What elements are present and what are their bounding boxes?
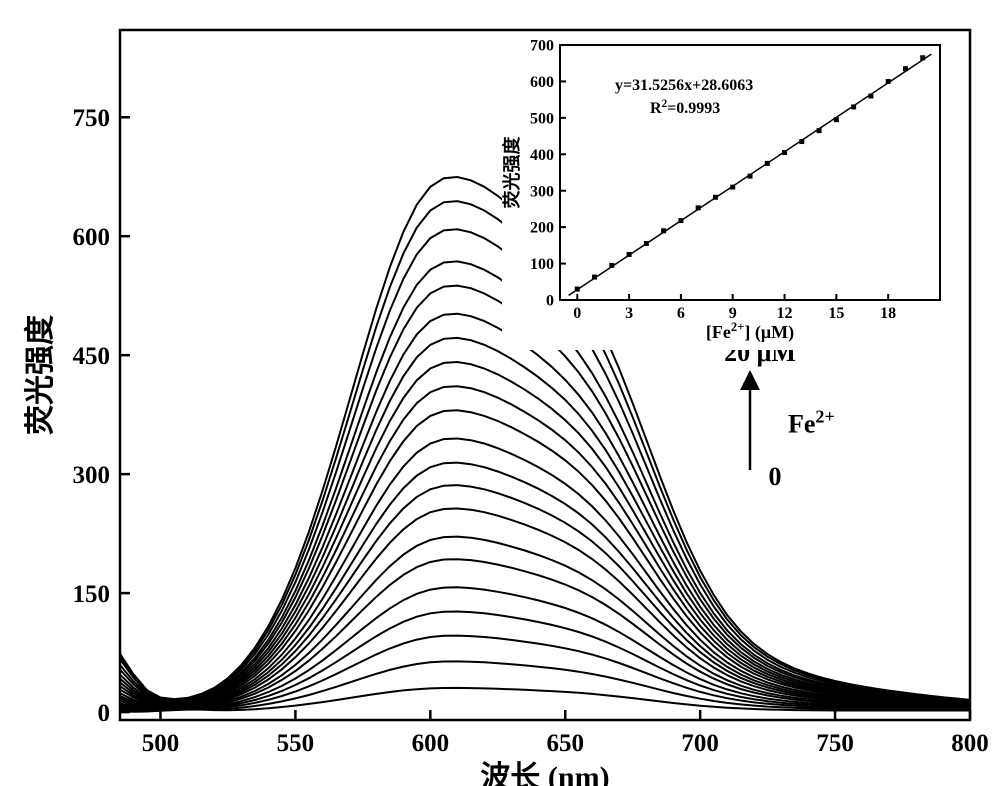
inset-marker <box>661 228 666 233</box>
ytick-label: 150 <box>73 581 111 608</box>
anno-bottom: 0 <box>769 462 782 491</box>
inset-marker <box>748 174 753 179</box>
inset-marker <box>609 263 614 268</box>
xtick-label: 600 <box>412 730 450 757</box>
inset-marker <box>799 139 804 144</box>
anno-species: Fe2+ <box>788 407 835 439</box>
ytick-label: 600 <box>73 224 111 251</box>
inset-marker <box>696 205 701 210</box>
inset-marker <box>765 161 770 166</box>
inset-marker <box>644 241 649 246</box>
inset-ytick-label: 400 <box>530 147 554 164</box>
chart-container: 5005506006507007508000150300450600750波长 … <box>0 0 1000 786</box>
inset-marker <box>782 150 787 155</box>
xtick-label: 700 <box>681 730 719 757</box>
inset-ytick-label: 600 <box>530 74 554 91</box>
inset-marker <box>592 275 597 280</box>
inset-fit-r2: R2=0.9993 <box>650 98 720 117</box>
inset-ytick-label: 0 <box>546 293 554 310</box>
ytick-label: 450 <box>73 343 111 370</box>
xtick-label: 650 <box>546 730 584 757</box>
main-xlabel: 波长 (nm) <box>480 761 609 786</box>
inset-chart: 03691215180100200300400500600700[Fe2+] (… <box>501 37 954 350</box>
inset-marker <box>627 252 632 257</box>
inset-xtick-label: 15 <box>828 305 844 322</box>
inset-marker <box>868 94 873 99</box>
inset-xlabel: [Fe2+] (μM) <box>706 320 794 343</box>
inset-xtick-label: 0 <box>573 305 581 322</box>
inset-marker <box>834 117 839 122</box>
inset-marker <box>678 218 683 223</box>
inset-ytick-label: 300 <box>530 183 554 200</box>
inset-xtick-label: 12 <box>777 305 793 322</box>
inset-ytick-label: 200 <box>530 220 554 237</box>
inset-xtick-label: 18 <box>880 305 896 322</box>
main-ylabel: 荧光强度 <box>24 315 57 435</box>
inset-marker <box>851 104 856 109</box>
inset-marker <box>730 185 735 190</box>
xtick-label: 800 <box>951 730 989 757</box>
spectrum-curve <box>120 338 970 704</box>
ytick-label: 300 <box>73 462 111 489</box>
inset-fit-eq: y=31.5256x+28.6063 <box>615 77 753 94</box>
inset-marker <box>713 195 718 200</box>
ytick-label: 750 <box>73 105 111 132</box>
inset-marker <box>903 66 908 71</box>
xtick-label: 500 <box>142 730 180 757</box>
xtick-label: 550 <box>277 730 315 757</box>
inset-marker <box>920 55 925 60</box>
inset-xtick-label: 6 <box>677 305 685 322</box>
inset-ylabel: 荧光强度 <box>501 136 522 209</box>
inset-marker <box>575 287 580 292</box>
inset-ytick-label: 700 <box>530 38 554 55</box>
inset-xtick-label: 3 <box>625 305 633 322</box>
xtick-label: 750 <box>816 730 854 757</box>
inset-marker <box>817 128 822 133</box>
chart-svg: 5005506006507007508000150300450600750波长 … <box>0 0 1000 786</box>
inset-ytick-label: 100 <box>530 256 554 273</box>
ytick-label: 0 <box>98 700 111 727</box>
inset-ytick-label: 500 <box>530 110 554 127</box>
inset-marker <box>886 79 891 84</box>
